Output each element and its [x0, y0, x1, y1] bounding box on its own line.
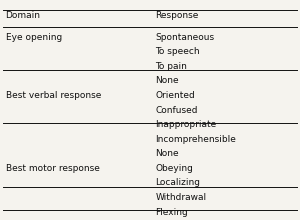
- Text: Best verbal response: Best verbal response: [6, 91, 101, 100]
- Text: Inappropriate: Inappropriate: [156, 120, 217, 129]
- Text: To pain: To pain: [156, 62, 188, 71]
- Text: Confused: Confused: [156, 106, 198, 115]
- Text: Eye opening: Eye opening: [6, 33, 62, 42]
- Text: None: None: [156, 149, 179, 158]
- Text: None: None: [156, 76, 179, 85]
- Text: Spontaneous: Spontaneous: [156, 33, 215, 42]
- Text: Best motor response: Best motor response: [6, 164, 99, 173]
- Text: Withdrawal: Withdrawal: [156, 193, 207, 202]
- Text: Response: Response: [156, 11, 199, 20]
- Text: Incomprehensible: Incomprehensible: [156, 135, 236, 144]
- Text: To speech: To speech: [156, 47, 200, 56]
- Text: Domain: Domain: [6, 11, 41, 20]
- Text: Localizing: Localizing: [156, 178, 201, 187]
- Text: Flexing: Flexing: [156, 208, 188, 217]
- Text: Obeying: Obeying: [156, 164, 194, 173]
- Text: Oriented: Oriented: [156, 91, 195, 100]
